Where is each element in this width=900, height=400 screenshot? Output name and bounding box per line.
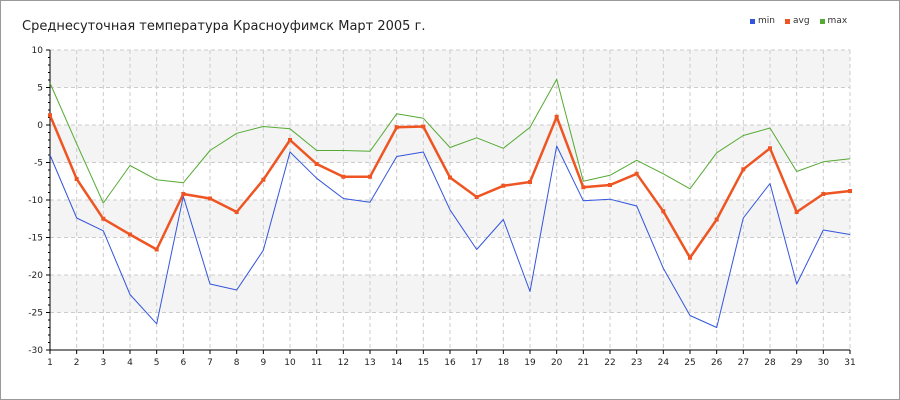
x-tick-label: 11 xyxy=(311,358,322,368)
legend-label: max xyxy=(827,16,848,26)
avg-point xyxy=(394,125,399,130)
x-tick-label: 2 xyxy=(74,358,80,368)
x-tick-label: 1 xyxy=(47,358,53,368)
x-tick-label: 24 xyxy=(658,358,670,368)
x-tick-label: 9 xyxy=(260,358,266,368)
avg-point xyxy=(768,146,772,151)
y-tick-label: -5 xyxy=(34,159,43,169)
x-tick-label: 6 xyxy=(180,358,186,368)
y-tick-label: -30 xyxy=(28,346,43,356)
x-tick-label: 28 xyxy=(764,358,776,368)
x-tick-label: 25 xyxy=(684,358,695,368)
legend-item-avg: avg xyxy=(784,16,810,26)
x-tick-label: 23 xyxy=(631,358,642,368)
avg-point xyxy=(794,210,799,214)
x-tick-label: 30 xyxy=(818,358,830,368)
chart-legend: min avg max xyxy=(750,16,847,26)
legend-label: avg xyxy=(792,16,810,26)
legend-label: min xyxy=(758,16,775,26)
legend-item-max: max xyxy=(819,16,848,26)
avg-point xyxy=(154,247,159,252)
series-line-max xyxy=(49,78,851,204)
avg-point xyxy=(74,177,79,181)
avg-point xyxy=(48,113,52,118)
avg-point xyxy=(421,124,426,129)
x-tick-label: 7 xyxy=(207,358,213,368)
x-tick-label: 14 xyxy=(391,358,403,368)
x-tick-label: 5 xyxy=(154,358,160,368)
avg-point xyxy=(181,192,186,196)
legend-swatch xyxy=(819,18,825,24)
y-tick-label: 5 xyxy=(37,84,43,94)
avg-point xyxy=(341,174,346,179)
avg-point xyxy=(821,192,826,196)
y-tick-label: 0 xyxy=(37,121,43,131)
avg-point xyxy=(128,232,132,237)
avg-point xyxy=(101,216,106,221)
grid-band xyxy=(50,275,850,313)
avg-point xyxy=(368,174,372,179)
avg-point xyxy=(581,185,586,190)
x-tick-label: 31 xyxy=(844,358,855,368)
x-tick-label: 13 xyxy=(364,358,375,368)
x-tick-label: 19 xyxy=(524,358,536,368)
avg-point xyxy=(474,195,479,199)
y-tick-label: -10 xyxy=(28,196,43,206)
avg-point xyxy=(714,217,719,222)
y-tick-label: 10 xyxy=(32,46,44,56)
legend-swatch xyxy=(750,18,755,24)
x-tick-label: 21 xyxy=(578,358,589,368)
avg-point xyxy=(634,171,639,176)
avg-point xyxy=(688,255,692,260)
chart-title: Среднесуточная температура Красноуфимск … xyxy=(22,19,426,34)
avg-point xyxy=(741,167,746,172)
y-tick-label: -25 xyxy=(28,309,43,319)
legend-swatch xyxy=(784,18,790,24)
y-tick-label: -15 xyxy=(28,234,43,244)
x-tick-label: 26 xyxy=(711,358,723,368)
x-tick-label: 8 xyxy=(234,358,240,368)
avg-point xyxy=(448,175,452,180)
x-tick-label: 29 xyxy=(791,358,803,368)
avg-point xyxy=(501,183,506,188)
avg-point xyxy=(314,162,319,166)
avg-point xyxy=(848,189,852,193)
x-tick-label: 4 xyxy=(127,358,133,368)
x-tick-label: 22 xyxy=(604,358,615,368)
avg-point xyxy=(608,183,612,187)
legend-item-min: min xyxy=(750,16,775,26)
x-tick-label: 20 xyxy=(551,358,563,368)
x-tick-label: 16 xyxy=(444,358,456,368)
avg-point xyxy=(528,180,532,184)
x-tick-label: 27 xyxy=(738,358,749,368)
avg-point xyxy=(554,114,559,119)
avg-point xyxy=(261,177,266,182)
x-tick-label: 12 xyxy=(338,358,349,368)
x-tick-label: 15 xyxy=(418,358,429,368)
y-tick-label: -20 xyxy=(28,271,43,281)
x-tick-label: 3 xyxy=(100,358,106,368)
x-tick-label: 10 xyxy=(284,358,296,368)
avg-point xyxy=(234,210,239,214)
avg-point xyxy=(661,209,666,214)
avg-point xyxy=(208,196,212,201)
x-tick-label: 17 xyxy=(471,358,482,368)
avg-point xyxy=(288,138,292,142)
x-tick-label: 18 xyxy=(498,358,510,368)
